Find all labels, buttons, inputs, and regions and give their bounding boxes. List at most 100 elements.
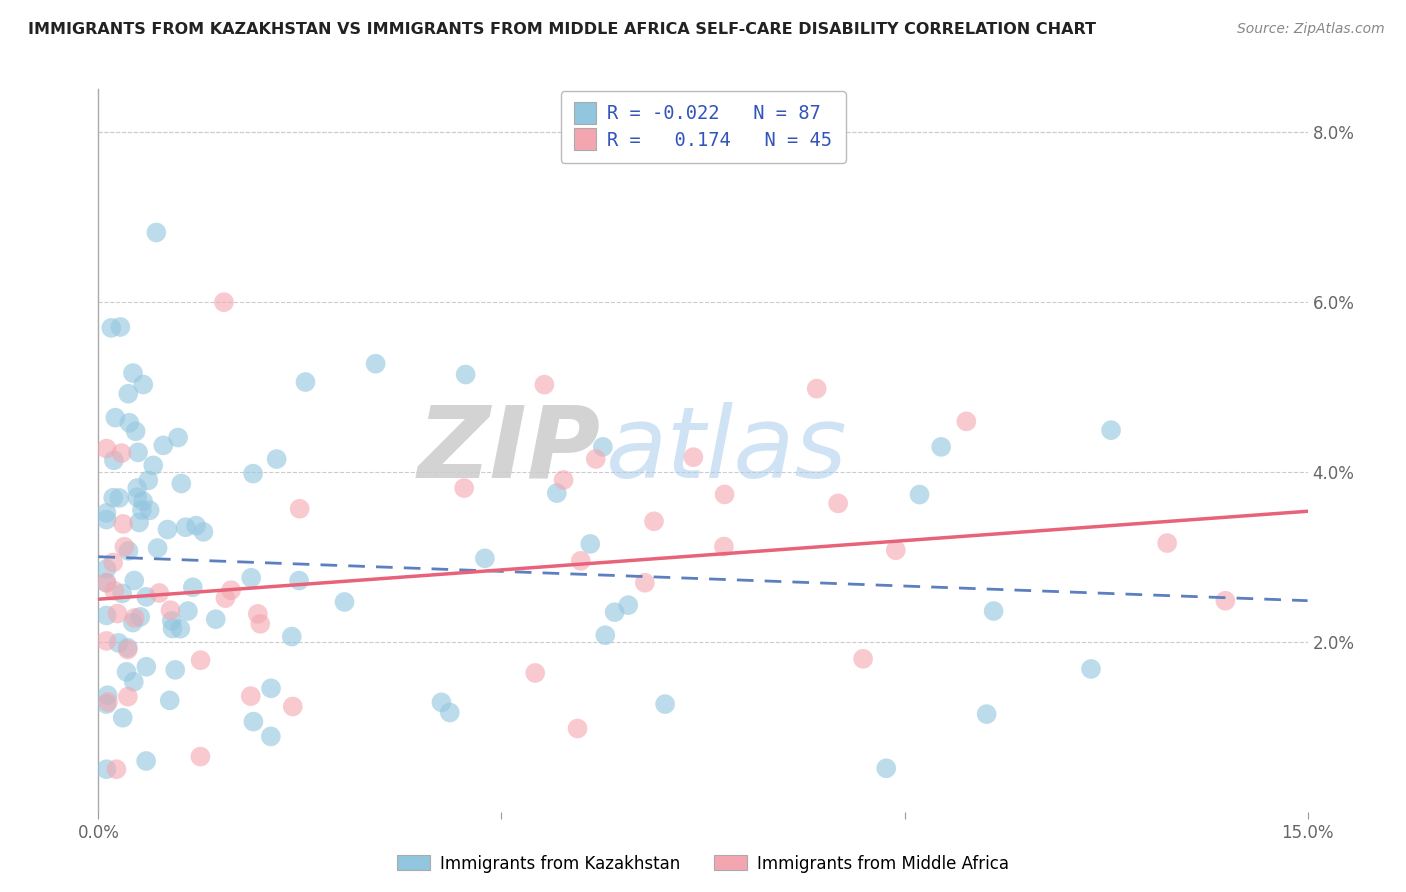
Point [128, 516, 150, 530]
Point [96, 608, 118, 623]
Point [333, 595, 356, 609]
Point [96, 506, 118, 520]
Point [929, 440, 952, 454]
Point [110, 446, 132, 460]
Text: Source: ZipAtlas.com: Source: ZipAtlas.com [1237, 22, 1385, 37]
Point [96, 512, 118, 526]
Point [567, 722, 589, 736]
Point [204, 612, 226, 626]
Point [579, 537, 602, 551]
Point [1080, 662, 1102, 676]
Point [569, 554, 592, 568]
Point [219, 583, 242, 598]
Point [124, 424, 146, 438]
Point [212, 295, 235, 310]
Point [585, 452, 607, 467]
Point [908, 487, 931, 501]
Point [96, 562, 118, 576]
Point [453, 481, 475, 495]
Point [135, 754, 157, 768]
Point [246, 607, 269, 621]
Point [107, 636, 129, 650]
Point [260, 681, 283, 696]
Point [162, 622, 184, 636]
Point [266, 452, 288, 467]
Point [112, 540, 135, 554]
Point [100, 321, 122, 335]
Point [108, 491, 131, 505]
Point [104, 410, 127, 425]
Point [169, 622, 191, 636]
Point [214, 591, 236, 606]
Point [115, 665, 138, 679]
Point [103, 453, 125, 467]
Legend: R = -0.022   N = 87, R =   0.174   N = 45: R = -0.022 N = 87, R = 0.174 N = 45 [561, 91, 845, 163]
Point [240, 571, 263, 585]
Point [281, 699, 304, 714]
Point [152, 438, 174, 452]
Point [827, 496, 849, 510]
Point [112, 516, 135, 531]
Point [533, 377, 555, 392]
Point [170, 476, 193, 491]
Point [239, 689, 262, 703]
Point [145, 226, 167, 240]
Point [103, 583, 125, 598]
Point [96, 633, 118, 648]
Point [553, 473, 575, 487]
Point [190, 653, 212, 667]
Point [593, 628, 616, 642]
Point [184, 518, 207, 533]
Point [634, 575, 657, 590]
Text: IMMIGRANTS FROM KAZAKHSTAN VS IMMIGRANTS FROM MIDDLE AFRICA SELF-CARE DISABILITY: IMMIGRANTS FROM KAZAKHSTAN VS IMMIGRANTS… [28, 22, 1097, 37]
Point [159, 693, 181, 707]
Point [111, 711, 134, 725]
Point [132, 377, 155, 392]
Point [1099, 423, 1122, 437]
Point [111, 586, 134, 600]
Point [117, 690, 139, 704]
Point [146, 541, 169, 555]
Point [884, 543, 907, 558]
Point [294, 375, 316, 389]
Point [122, 366, 145, 380]
Point [439, 706, 461, 720]
Point [1156, 536, 1178, 550]
Point [131, 503, 153, 517]
Legend: Immigrants from Kazakhstan, Immigrants from Middle Africa: Immigrants from Kazakhstan, Immigrants f… [391, 848, 1015, 880]
Point [713, 487, 735, 501]
Point [524, 665, 547, 680]
Point [181, 580, 204, 594]
Point [117, 386, 139, 401]
Point [955, 414, 977, 428]
Point [135, 659, 157, 673]
Point [190, 749, 212, 764]
Point [129, 610, 152, 624]
Point [96, 697, 118, 711]
Point [983, 604, 1005, 618]
Point [713, 540, 735, 554]
Point [138, 503, 160, 517]
Point [281, 630, 304, 644]
Point [603, 605, 626, 619]
Point [654, 697, 676, 711]
Point [430, 695, 453, 709]
Point [165, 663, 187, 677]
Point [546, 486, 568, 500]
Point [121, 615, 143, 630]
Point [122, 574, 145, 588]
Point [167, 430, 190, 444]
Point [122, 674, 145, 689]
Point [160, 614, 183, 628]
Point [242, 714, 264, 729]
Point [97, 688, 120, 702]
Point [288, 574, 311, 588]
Point [96, 762, 118, 776]
Point [96, 575, 118, 590]
Text: atlas: atlas [606, 402, 848, 499]
Point [454, 368, 477, 382]
Point [117, 642, 139, 657]
Point [174, 520, 197, 534]
Point [135, 590, 157, 604]
Point [105, 762, 128, 776]
